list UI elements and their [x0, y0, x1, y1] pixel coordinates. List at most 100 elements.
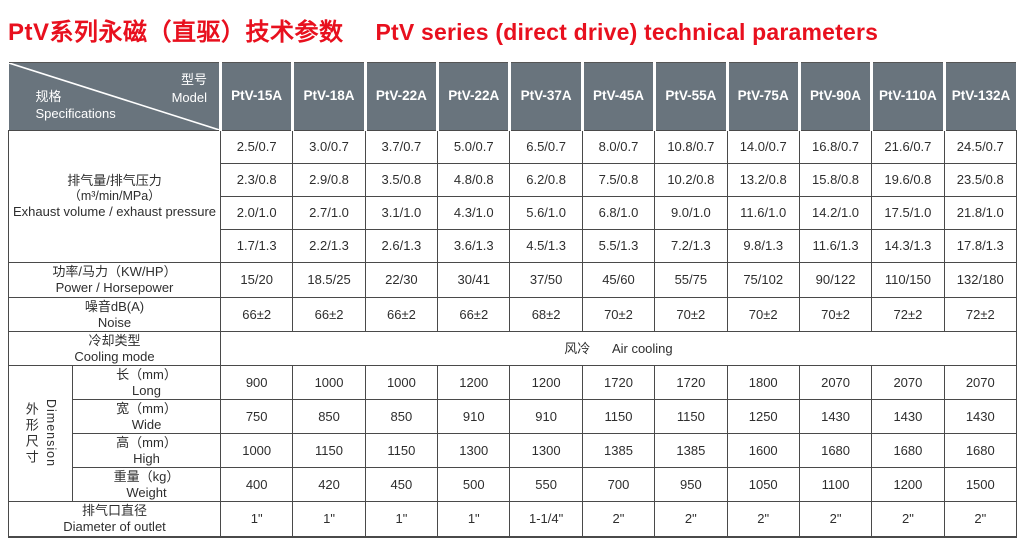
model-header-cell: PtV-55A [653, 62, 728, 131]
weight-label-cell: 重量（kg） Weight [72, 467, 221, 502]
power-label-cell: 功率/马力（KW/HP） Power / Horsepower [8, 262, 221, 298]
weight-value-cell: 1050 [726, 467, 800, 502]
weight-label-zh: 重量（kg） [113, 468, 180, 484]
outlet-label-cell: 排气口直径 Diameter of outlet [8, 501, 221, 538]
power-value-cell: 110/150 [871, 262, 945, 298]
exhaust-value-cell: 23.5/0.8 [943, 163, 1017, 197]
high-label-zh: 高（mm） [116, 434, 177, 450]
corner-model-zh: 型号 [180, 72, 207, 87]
exhaust-value-cell: 17.5/1.0 [871, 196, 945, 230]
exhaust-row-1.3: 1.7/1.3 2.2/1.3 2.6/1.3 3.6/1.3 4.5/1.3 5.5/1… [9, 229, 1017, 263]
outlet-value-cell: 1" [219, 501, 294, 538]
exhaust-value-cell: 14.0/0.7 [726, 130, 800, 164]
exhaust-label-zh: 排气量/排气压力 [67, 173, 162, 189]
exhaust-value-cell: 5.0/0.7 [437, 130, 511, 164]
model-header-cell: PtV-110A [870, 62, 945, 131]
exhaust-value-cell: 2.2/1.3 [292, 229, 366, 263]
high-value-cell: 1680 [943, 433, 1017, 468]
high-value-cell: 1680 [798, 433, 873, 468]
weight-value-cell: 1500 [943, 467, 1017, 502]
power-value-cell: 15/20 [219, 262, 294, 298]
wide-label-zh: 宽（mm） [116, 400, 177, 416]
outlet-value-cell: 1" [437, 501, 511, 538]
cooling-row: 冷却类型 Cooling mode 风冷 Air cooling [8, 331, 1017, 366]
outlet-label-en: Diameter of outlet [63, 518, 166, 534]
weight-value-cell: 950 [654, 467, 728, 502]
exhaust-value-cell: 3.5/0.8 [364, 163, 439, 197]
weight-value-cell: 550 [509, 467, 583, 502]
exhaust-value-cell: 14.3/1.3 [871, 229, 945, 263]
noise-label-cell: 噪音dB(A) Noise [8, 297, 221, 332]
noise-value-cell: 66±2 [219, 297, 294, 332]
wide-value-cell: 850 [292, 399, 366, 434]
exhaust-value-cell: 6.2/0.8 [509, 163, 583, 197]
outlet-value-cell: 2" [581, 501, 656, 538]
long-label-zh: 长（mm） [116, 366, 177, 382]
cooling-value-zh: 风冷 [564, 340, 591, 356]
outlet-row: 排气口直径 Diameter of outlet 1" 1" 1" 1" 1-1/4" 2… [8, 501, 1017, 538]
long-value-cell: 1720 [654, 365, 728, 400]
page-title-en: PtV series (direct drive) technical para… [375, 19, 879, 45]
weight-value-cell: 450 [364, 467, 439, 502]
exhaust-value-cell: 11.6/1.3 [798, 229, 873, 263]
dimension-row-weight: 重量（kg） Weight 400 420 450 500 550 700 950 1050 1… [9, 467, 1017, 502]
exhaust-value-cell: 5.6/1.0 [509, 196, 583, 230]
noise-value-cell: 66±2 [292, 297, 366, 332]
exhaust-value-cell: 14.2/1.0 [798, 196, 873, 230]
power-value-cell: 90/122 [798, 262, 873, 298]
model-header-cell: PtV-45A [580, 62, 655, 131]
outlet-value-cell: 1" [364, 501, 439, 538]
outlet-value-cell: 1" [292, 501, 366, 538]
exhaust-value-cell: 7.5/0.8 [581, 163, 656, 197]
noise-row: 噪音dB(A) Noise 66±2 66±2 66±2 66±2 68±2 70±2 70… [8, 297, 1017, 332]
power-value-cell: 22/30 [364, 262, 439, 298]
outlet-value-cell: 2" [798, 501, 873, 538]
power-row: 功率/马力（KW/HP） Power / Horsepower 15/20 18.… [8, 262, 1017, 298]
wide-value-cell: 850 [364, 399, 439, 434]
exhaust-value-cell: 11.6/1.0 [726, 196, 800, 230]
outlet-value-cell: 2" [943, 501, 1017, 538]
model-header-cell: PtV-90A [797, 62, 872, 131]
exhaust-value-cell: 3.1/1.0 [364, 196, 439, 230]
dimension-group-cell: 外形尺寸 Dimension [8, 365, 73, 502]
page-title: PtV系列永磁（直驱）技术参数 PtV series (direct drive)… [8, 12, 878, 47]
high-value-cell: 1600 [726, 433, 800, 468]
noise-value-cell: 70±2 [726, 297, 800, 332]
power-value-cell: 30/41 [437, 262, 511, 298]
exhaust-value-cell: 3.7/0.7 [364, 130, 439, 164]
model-header-cell: PtV-132A [942, 62, 1017, 131]
long-value-cell: 1000 [364, 365, 439, 400]
weight-value-cell: 420 [292, 467, 366, 502]
model-header-cell: PtV-75A [725, 62, 800, 131]
long-label-cell: 长（mm） Long [72, 365, 221, 400]
model-header-cell: PtV-18A [291, 62, 366, 131]
weight-value-cell: 500 [437, 467, 511, 502]
exhaust-value-cell: 10.2/0.8 [654, 163, 728, 197]
wide-value-cell: 1250 [726, 399, 800, 434]
wide-value-cell: 910 [509, 399, 583, 434]
exhaust-value-cell: 10.8/0.7 [654, 130, 728, 164]
exhaust-value-cell: 2.7/1.0 [292, 196, 366, 230]
page-title-zh: PtV系列永磁（直驱）技术参数 [8, 19, 344, 46]
cooling-label-cell: 冷却类型 Cooling mode [8, 331, 221, 366]
exhaust-row-1.0: 2.0/1.0 2.7/1.0 3.1/1.0 4.3/1.0 5.6/1.0 6.8/1… [9, 196, 1017, 230]
corner-spec-label: 规格 Specifications [36, 88, 116, 123]
exhaust-value-cell: 3.0/0.7 [292, 130, 366, 164]
cooling-label-zh: 冷却类型 [88, 332, 141, 348]
exhaust-row-0.8: 2.3/0.8 2.9/0.8 3.5/0.8 4.8/0.8 6.2/0.8 7.5/0… [9, 163, 1017, 197]
exhaust-value-cell: 9.8/1.3 [726, 229, 800, 263]
outlet-value-cell: 2" [871, 501, 945, 538]
power-value-cell: 45/60 [581, 262, 656, 298]
high-label-en: High [133, 450, 160, 466]
exhaust-value-cell: 1.7/1.3 [219, 229, 294, 263]
exhaust-value-cell: 2.0/1.0 [219, 196, 294, 230]
exhaust-value-cell: 15.8/0.8 [798, 163, 873, 197]
cooling-value-en: Air cooling [611, 340, 673, 356]
exhaust-value-cell: 4.3/1.0 [437, 196, 511, 230]
power-label-zh: 功率/马力（KW/HP） [52, 264, 177, 280]
outlet-value-cell: 2" [654, 501, 728, 538]
noise-label-zh: 噪音dB(A) [84, 298, 145, 314]
dimension-group-zh: 外形尺寸 [23, 401, 39, 466]
high-value-cell: 1150 [292, 433, 366, 468]
